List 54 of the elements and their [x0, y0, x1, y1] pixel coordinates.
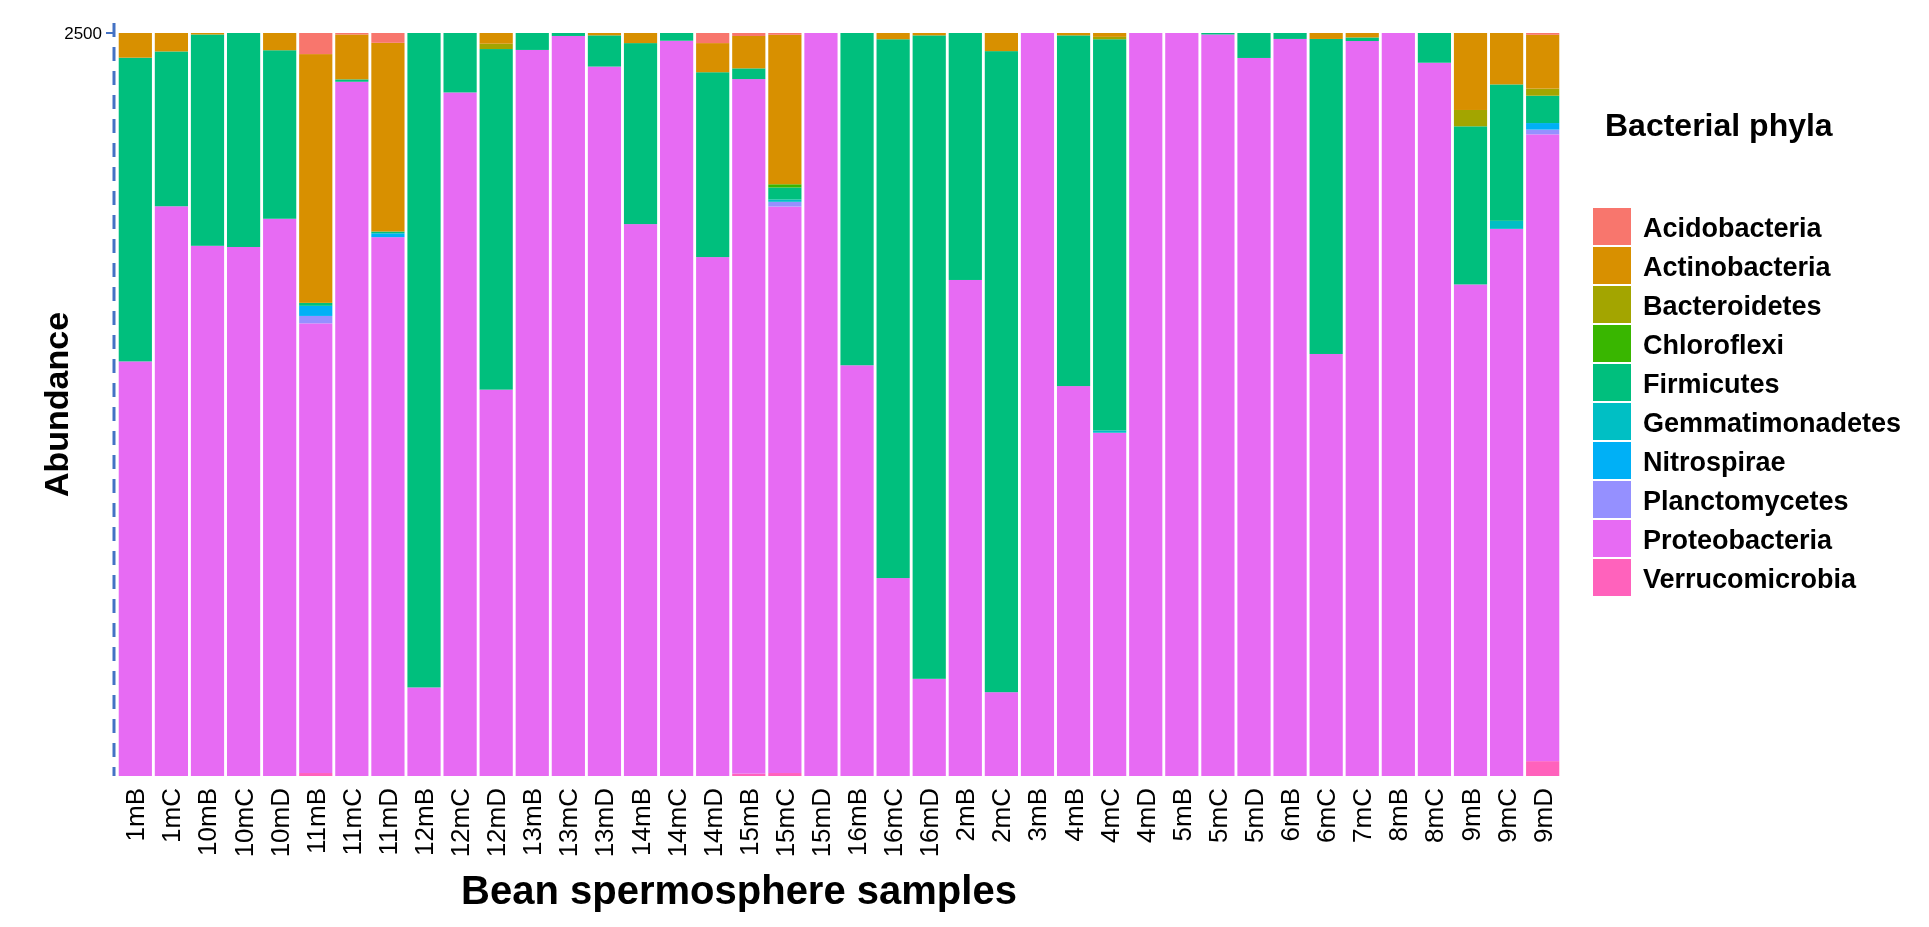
- x-tick-label: 15mD: [805, 788, 836, 858]
- legend-label: Verrucomicrobia: [1643, 563, 1858, 594]
- legend-label: Acidobacteria: [1643, 212, 1823, 243]
- x-tick-label: 6mC: [1311, 788, 1342, 843]
- x-tick-label: 13mC: [553, 788, 584, 858]
- x-tick-label: 6mB: [1275, 788, 1306, 842]
- x-tick-label: 12mD: [481, 788, 512, 858]
- x-tick-label: 4mB: [1058, 788, 1089, 842]
- x-tick-label: 15mB: [733, 788, 764, 856]
- x-tick-label: 12mC: [445, 788, 476, 858]
- x-tick-label: 14mB: [625, 788, 656, 856]
- legend-label: Planctomycetes: [1643, 485, 1849, 516]
- y-axis-title: Abundance: [37, 311, 75, 498]
- x-tick-label: 3mB: [1022, 788, 1053, 842]
- x-tick-label: 9mD: [1527, 788, 1558, 843]
- x-tick-label: 8mC: [1419, 788, 1450, 843]
- x-tick-label: 13mD: [589, 788, 620, 858]
- x-tick-label: 7mC: [1347, 788, 1378, 843]
- x-tick-label: 11mD: [372, 788, 403, 856]
- x-tick-label: 1mB: [120, 788, 151, 842]
- x-tick-label: 5mB: [1166, 788, 1197, 842]
- x-tick-label: 9mB: [1455, 788, 1486, 842]
- legend-label: Proteobacteria: [1643, 524, 1834, 555]
- x-tick-label: 11mC: [336, 788, 367, 856]
- x-tick-label: 5mD: [1238, 788, 1269, 843]
- x-axis-title: Bean spermosphere samples: [461, 868, 1017, 912]
- legend-title: Bacterial phyla: [1605, 107, 1833, 143]
- legend-label: Gemmatimonadetes: [1643, 407, 1902, 438]
- x-tick-label: 15mC: [769, 788, 800, 858]
- x-tick-label: 14mC: [661, 788, 692, 858]
- x-tick-label: 2mB: [950, 788, 981, 842]
- x-tick-label: 16mD: [914, 788, 945, 858]
- x-tick-label: 5mC: [1202, 788, 1233, 843]
- x-tick-label: 16mC: [878, 788, 909, 858]
- x-tick-label: 12mB: [409, 788, 440, 856]
- legend-label: Nitrospirae: [1643, 446, 1786, 477]
- x-tick-label: 10mD: [264, 788, 295, 858]
- legend-label: Firmicutes: [1643, 368, 1780, 399]
- x-tick-label: 1mC: [156, 788, 187, 843]
- x-tick-label: 14mD: [697, 788, 728, 858]
- legend-label: Actinobacteria: [1643, 251, 1832, 282]
- legend-label: Bacteroidetes: [1643, 290, 1822, 321]
- x-tick-label: 11mB: [300, 788, 331, 854]
- x-tick-label: 13mB: [517, 788, 548, 856]
- x-tick-label: 9mC: [1491, 788, 1522, 843]
- legend-label: Chloroflexi: [1643, 329, 1785, 360]
- x-tick-label: 8mB: [1383, 788, 1414, 842]
- y-tick-label: 2500: [64, 23, 102, 43]
- x-tick-label: 4mC: [1094, 788, 1125, 843]
- x-tick-label: 10mB: [192, 788, 223, 856]
- x-tick-label: 2mC: [986, 788, 1017, 843]
- x-tick-label: 4mD: [1130, 788, 1161, 843]
- x-tick-label: 16mB: [842, 788, 873, 856]
- x-tick-label: 10mC: [228, 788, 259, 858]
